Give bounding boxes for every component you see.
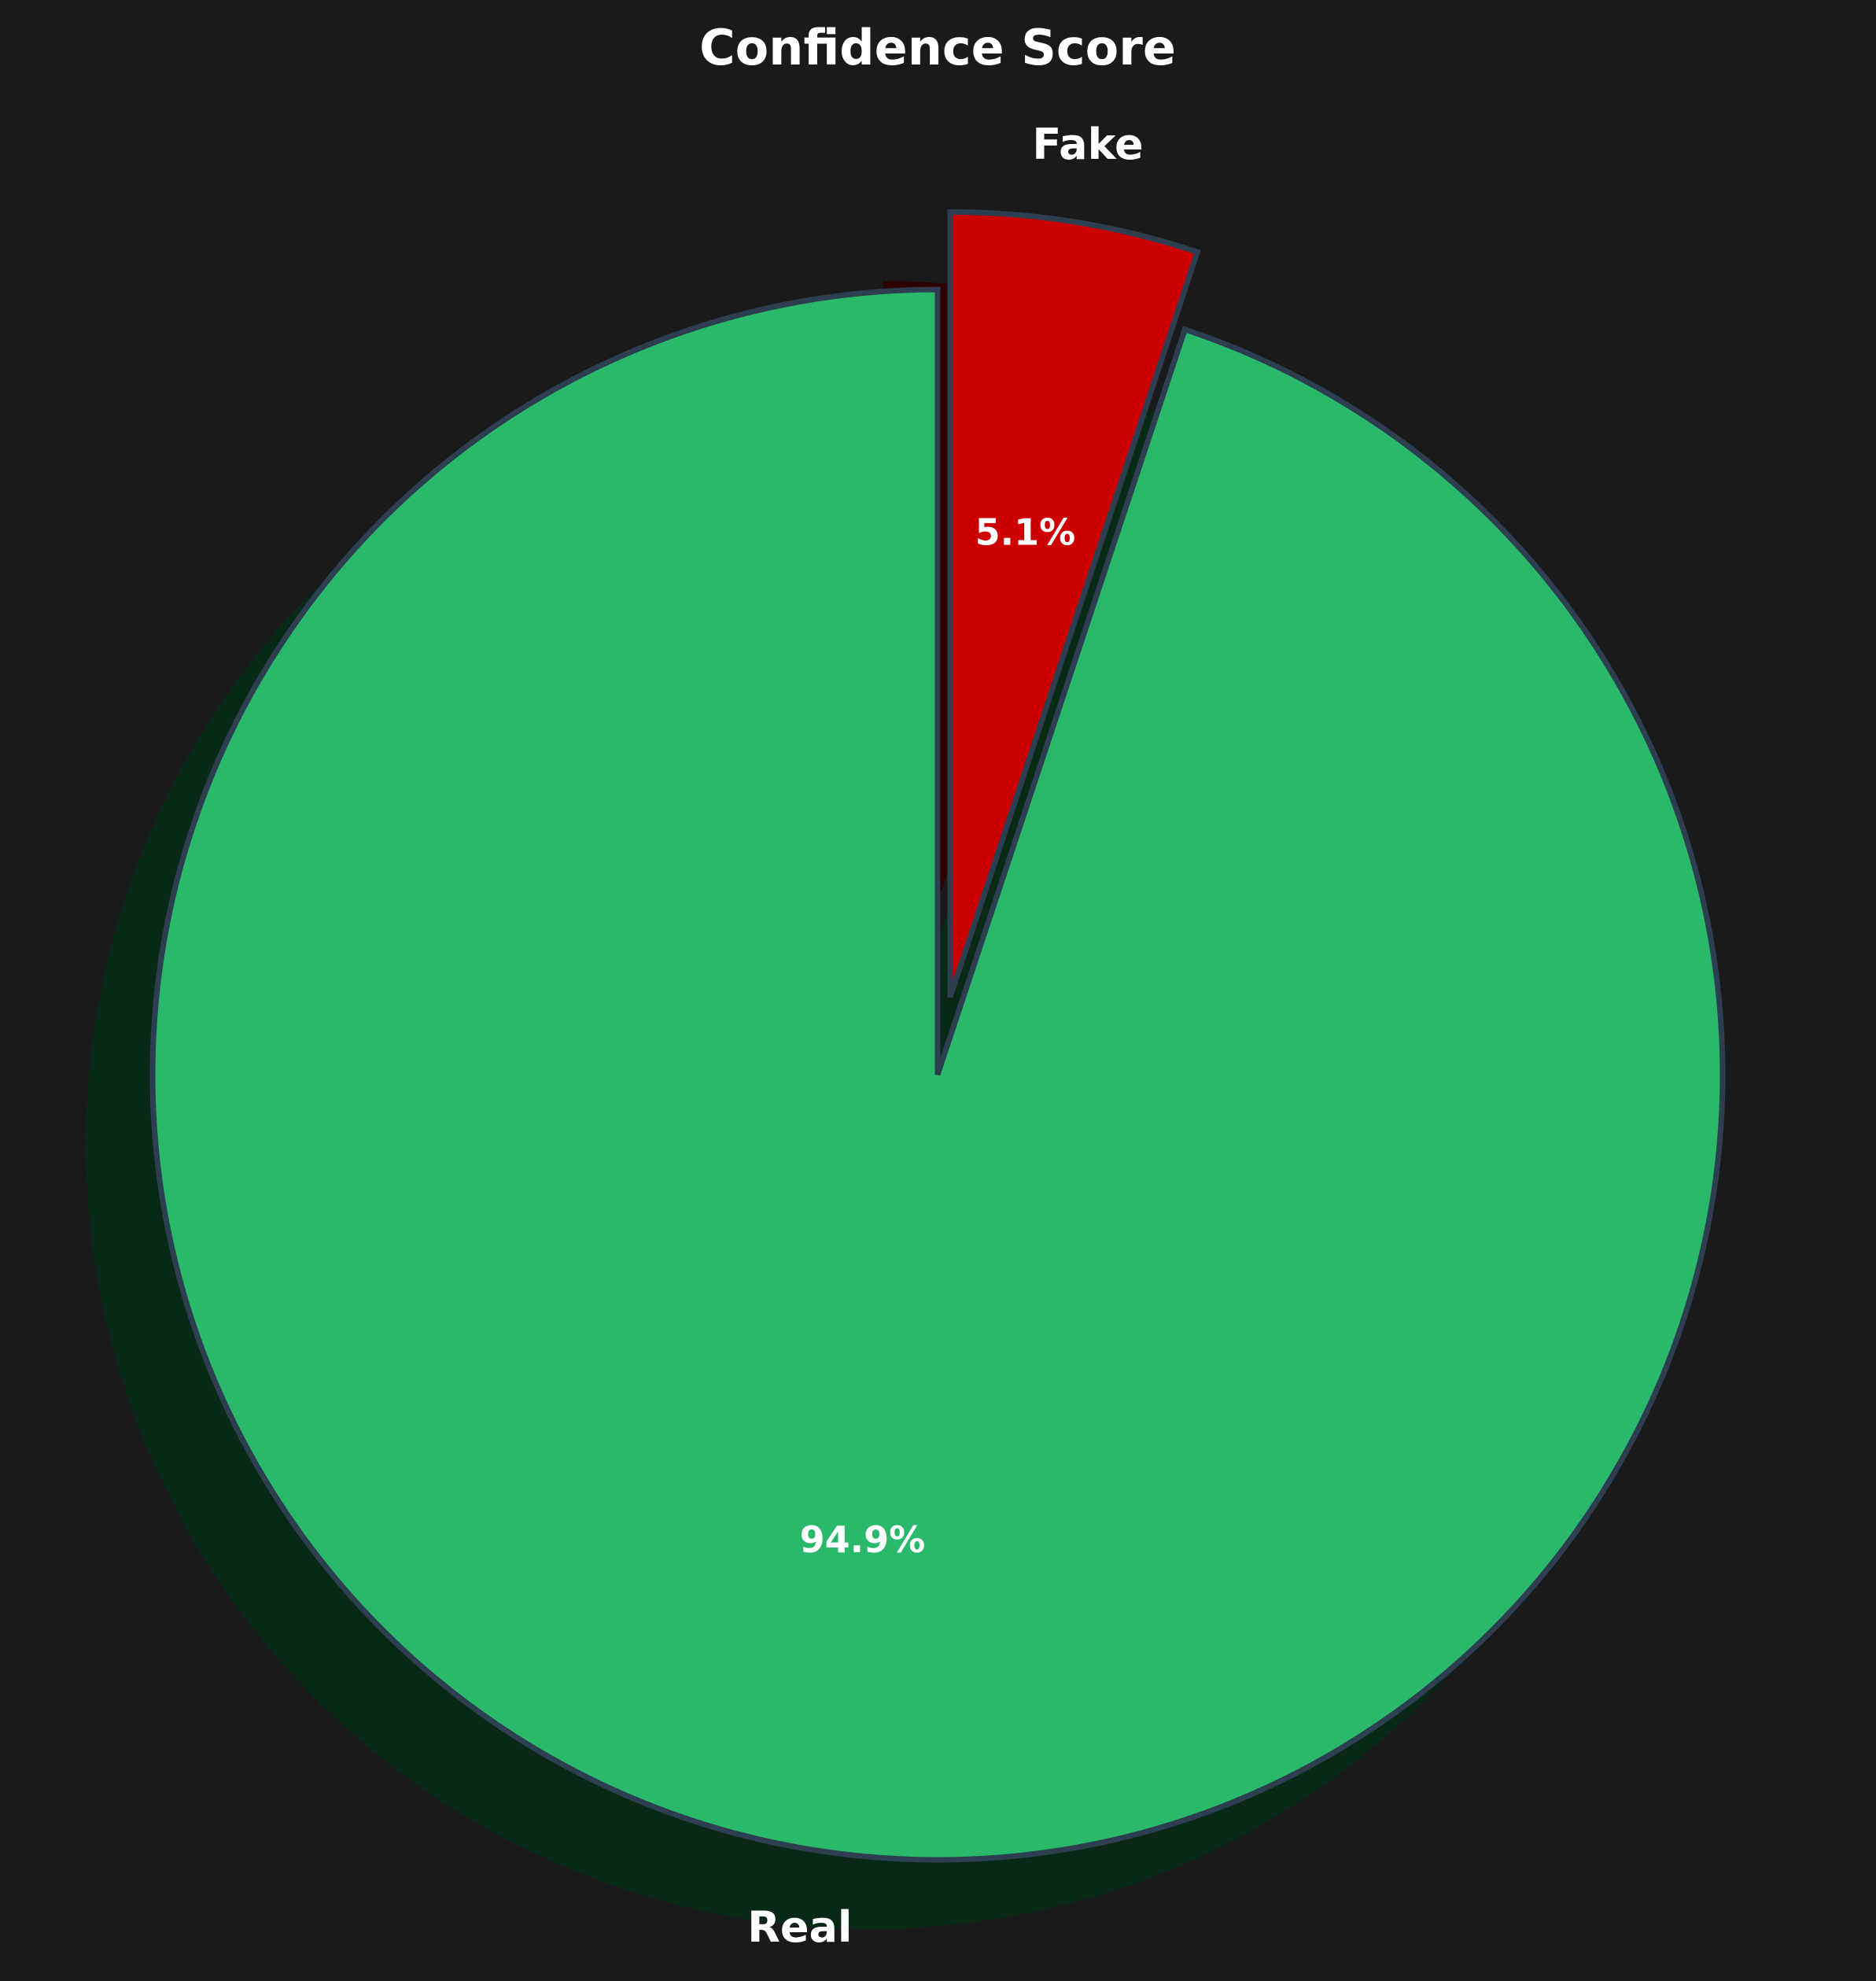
pie-slice-fake bbox=[947, 208, 1201, 998]
chart-title: Confidence Score bbox=[699, 19, 1176, 76]
slice-layer bbox=[149, 208, 1726, 1863]
slice-pct-label-fake: 5.1% bbox=[975, 511, 1076, 553]
label-layer: Fake 5.1% Real 94.9% bbox=[747, 120, 1143, 1952]
slice-label-real: Real bbox=[747, 1902, 852, 1952]
pie-slice-real bbox=[149, 286, 1726, 1863]
slice-label-fake: Fake bbox=[1032, 120, 1143, 169]
slice-pct-label-real: 94.9% bbox=[800, 1518, 926, 1561]
